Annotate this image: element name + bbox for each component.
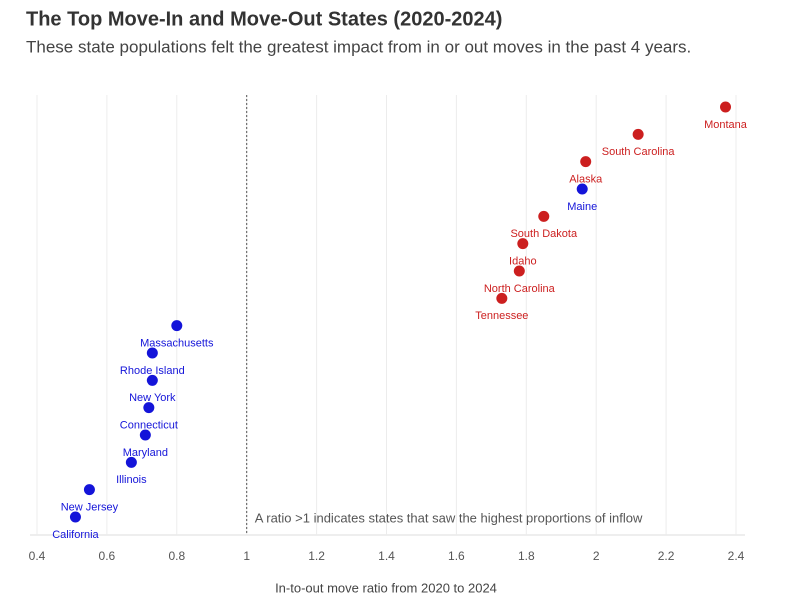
dot: [139, 429, 151, 441]
dot-label: South Carolina: [602, 146, 676, 158]
dot: [538, 210, 550, 222]
dot: [720, 101, 732, 113]
dot-label: Montana: [704, 119, 748, 131]
dot-label: Alaska: [569, 174, 603, 186]
dot-label: Connecticut: [120, 420, 178, 432]
dot-label: New York: [129, 392, 176, 404]
dot: [632, 128, 644, 140]
x-tick-label: 1: [243, 549, 250, 563]
x-tick-label: 0.6: [99, 549, 116, 563]
dot: [580, 156, 592, 168]
dot: [513, 265, 525, 277]
x-tick-label: 2.4: [728, 549, 745, 563]
x-tick-label: 1.8: [518, 549, 535, 563]
dot-label: Maine: [567, 201, 597, 213]
dot: [576, 183, 588, 195]
chart-subtitle: These state populations felt the greates…: [26, 37, 691, 56]
dot: [83, 484, 95, 496]
dot: [171, 320, 183, 332]
x-tick-label: 0.8: [168, 549, 185, 563]
dot-label: Maryland: [123, 447, 168, 459]
dot: [496, 292, 508, 304]
dot: [146, 347, 158, 359]
chart-title: The Top Move-In and Move-Out States (202…: [26, 8, 502, 30]
dot-label: Rhode Island: [120, 365, 185, 377]
dot-label: North Carolina: [484, 283, 556, 295]
dot-label: Massachusetts: [140, 338, 214, 350]
x-tick-label: 1.2: [308, 549, 325, 563]
dot: [125, 456, 137, 468]
x-tick-label: 2.2: [658, 549, 675, 563]
x-tick-label: 2: [593, 549, 600, 563]
x-tick-label: 1.4: [378, 549, 395, 563]
annotation: A ratio >1 indicates states that saw the…: [255, 510, 643, 525]
x-tick-label: 1.6: [448, 549, 465, 563]
dot-label: Idaho: [509, 256, 537, 268]
dot-label: Illinois: [116, 474, 147, 486]
x-axis-label: In-to-out move ratio from 2020 to 2024: [275, 580, 497, 595]
dot: [69, 511, 81, 523]
dot-label: California: [52, 529, 99, 541]
x-tick-label: 0.4: [29, 549, 46, 563]
dot: [517, 238, 529, 250]
dot-label: South Dakota: [510, 228, 578, 240]
dot: [146, 374, 158, 386]
dot: [143, 402, 155, 414]
dot-label: New Jersey: [61, 502, 119, 514]
dot-label: Tennessee: [475, 310, 528, 322]
